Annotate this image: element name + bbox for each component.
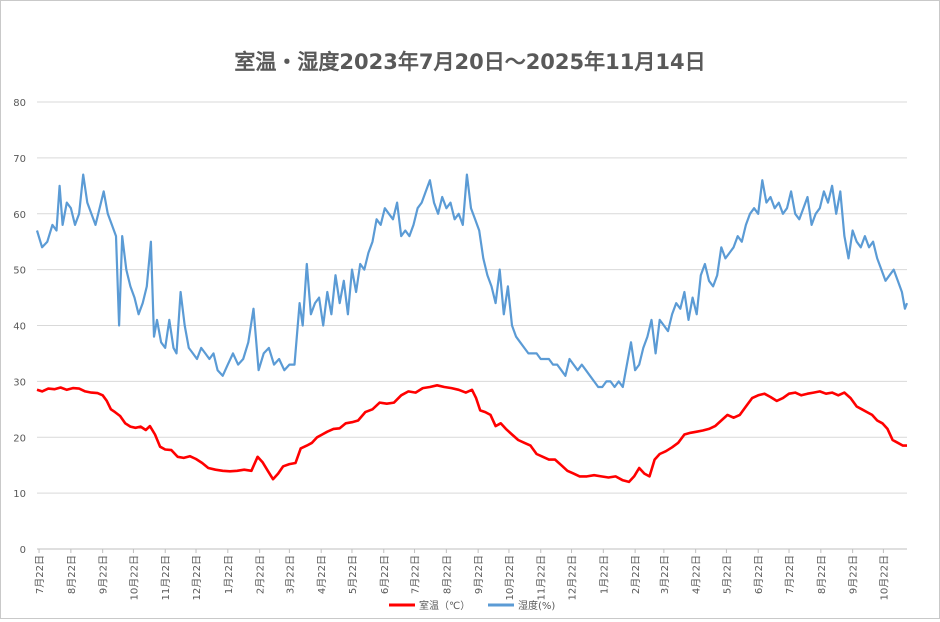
legend: 室温（℃） 湿度(%) (389, 599, 555, 612)
x-tick-label-16: 11月22日 (536, 555, 548, 600)
x-tick-label-22: 5月22日 (721, 555, 733, 594)
x-tick-label-3: 10月22日 (128, 555, 140, 600)
x-tick-label-26: 9月22日 (848, 555, 860, 594)
x-tick-label-12: 7月22日 (410, 555, 422, 594)
x-tick-label-18: 1月22日 (598, 555, 610, 594)
x-tick-label-27: 10月22日 (878, 555, 890, 600)
legend-label-humidity: 湿度(%) (518, 599, 555, 612)
x-tick-label-6: 1月22日 (223, 555, 235, 594)
legend-label-temperature: 室温（℃） (419, 599, 470, 612)
chart-title: 室温・湿度2023年7月20日～2025年11月14日 (234, 50, 705, 74)
x-tick-label-4: 11月22日 (160, 555, 172, 600)
x-tick-label-13: 8月22日 (441, 555, 453, 594)
x-tick-label-11: 6月22日 (379, 555, 391, 594)
x-tick-label-14: 9月22日 (473, 555, 485, 594)
y-tick-label-0: 0 (20, 545, 26, 556)
y-tick-label-70: 70 (13, 154, 26, 165)
y-tick-label-20: 20 (13, 433, 26, 444)
x-tick-label-25: 8月22日 (816, 555, 828, 594)
y-tick-label-30: 30 (13, 377, 26, 388)
x-tick-label-21: 4月22日 (691, 555, 703, 594)
y-tick-label-80: 80 (13, 98, 26, 109)
x-tick-label-20: 3月22日 (659, 555, 671, 594)
series-line-humidity (35, 173, 909, 389)
x-tick-label-19: 2月22日 (630, 555, 642, 594)
x-tick-label-8: 3月22日 (284, 555, 296, 594)
x-tick-label-7: 2月22日 (255, 555, 267, 594)
y-tick-label-10: 10 (13, 489, 26, 500)
x-tick-label-0: 7月22日 (34, 555, 46, 594)
x-axis-tick-labels: 7月22日 8月22日 9月22日 10月22日 11月22日 12月22日 1月22日 2月… (34, 549, 890, 600)
series-line-temperature (36, 383, 907, 484)
x-tick-label-2: 9月22日 (98, 555, 110, 594)
grid-lines (37, 101, 907, 550)
x-tick-label-1: 8月22日 (66, 555, 78, 594)
x-tick-label-24: 7月22日 (784, 555, 796, 594)
x-tick-label-5: 12月22日 (191, 555, 203, 600)
x-tick-label-10: 5月22日 (347, 555, 359, 594)
series-lines (35, 173, 909, 484)
y-tick-label-40: 40 (13, 322, 26, 333)
x-tick-label-9: 4月22日 (316, 555, 328, 594)
x-tick-label-15: 10月22日 (504, 555, 516, 600)
x-tick-label-23: 6月22日 (753, 555, 765, 594)
y-tick-label-60: 60 (13, 210, 26, 221)
y-axis-tick-labels: 0 10 20 30 40 50 60 70 80 (13, 98, 26, 556)
x-tick-label-17: 12月22日 (567, 555, 579, 600)
y-tick-label-50: 50 (13, 266, 26, 277)
